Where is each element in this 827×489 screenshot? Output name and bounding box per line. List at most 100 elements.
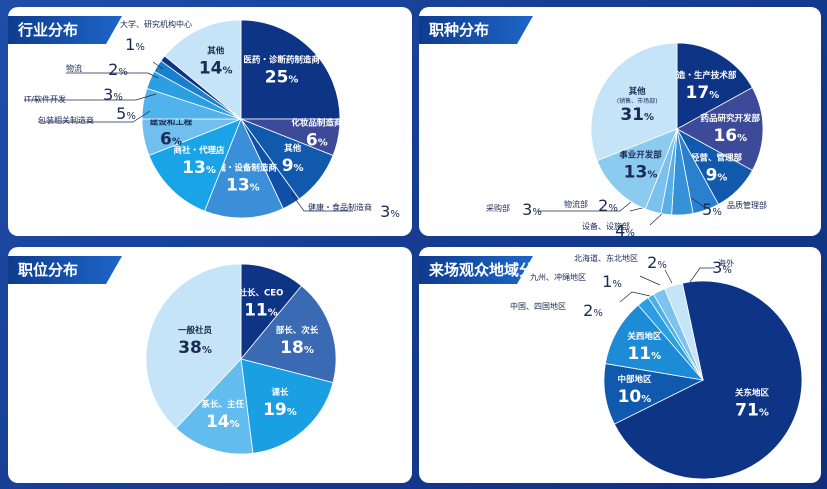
pie-slice [148, 118, 242, 212]
region-tab: 来场观众地域分布 [419, 256, 533, 284]
slice-name: 健康・食品制造商 [308, 202, 372, 212]
slice-label: 其他 14% [199, 45, 233, 78]
slice-label: 关西地区 11% [627, 331, 662, 364]
slice-name: 关东地区 [735, 388, 770, 399]
pie-slice [240, 263, 303, 361]
slice-value: 1% [602, 272, 622, 291]
slice-value: 16% [713, 126, 747, 146]
occupation-panel: 职种分布 制造・生产技术部 17% 药品研究开发部 16% 经营、管理部 9% 5% 品质管理… [419, 7, 821, 236]
slice-label: 关东地区 71% [735, 388, 770, 421]
slice-name: 物流部 [564, 199, 588, 209]
slice-value: 19% [263, 400, 297, 420]
occupation-tab: 职种分布 [419, 16, 533, 44]
slice-value: 3% [380, 202, 400, 221]
leader-line [689, 196, 705, 208]
position-title: 职位分布 [18, 261, 79, 279]
slice-label: 中部地区 10% [617, 374, 652, 407]
slice-value: 4% [615, 221, 635, 236]
slice-name: 包装相关制造商 [38, 115, 94, 125]
slice-label: 化妆品制造商 6% [291, 117, 343, 150]
leader-line [66, 72, 159, 79]
slice-name: 医药・诊断药制造商 [243, 54, 320, 65]
leader-line [619, 291, 651, 303]
slice-label: 系长、主任 14% [202, 399, 245, 432]
slice-name: 九州、冲绳地区 [530, 272, 586, 282]
leader-line [639, 275, 661, 286]
leader-line [38, 110, 151, 123]
slice-label: 3% 健康・食品制造商 [308, 202, 400, 221]
region-title: 来场观众地域分布 [429, 261, 550, 279]
leader-line [290, 192, 353, 212]
slice-value: 13% [182, 158, 216, 178]
slice-name: 采购部 [486, 203, 510, 213]
pie-slice [613, 280, 803, 480]
slice-name: 物流 [66, 63, 82, 73]
slice-value: 6% [160, 129, 182, 149]
pie-slice [145, 263, 242, 429]
slice-label: 1% 大学、研究机构中心 [120, 19, 192, 54]
pie-slice [240, 19, 341, 120]
pie-slice [240, 358, 334, 454]
slice-label: 5% 包装相关制造商 [38, 104, 136, 125]
occupation-pie-chart: 制造・生产技术部 17% 药品研究开发部 16% 经营、管理部 9% 5% 品质管理部 4%设备… [486, 42, 767, 236]
slice-sublabel: (销售、市场部) [617, 97, 658, 105]
slice-name: 化妆品制造商 [291, 117, 343, 128]
slice-label: 2% 中国、四国地区 [510, 301, 603, 320]
position-tab: 职位分布 [8, 256, 122, 284]
slice-label: 其他 9% [282, 143, 304, 176]
slice-value: 25% [265, 67, 299, 87]
slice-value: 31% [620, 105, 654, 125]
slice-label: 2% 物流 [66, 60, 128, 79]
slice-name: 商社・代理店 [173, 145, 225, 156]
slice-name: 海外 [718, 258, 734, 268]
slice-label: 3% 采购部 [486, 200, 542, 219]
slice-value: 14% [206, 412, 240, 432]
slice-value: 2% [647, 253, 667, 272]
slice-value: 11% [627, 344, 661, 364]
slice-label: 4%设备、设施部 [582, 221, 635, 236]
pie-slice [676, 87, 764, 171]
slice-value: 5% [116, 104, 136, 123]
slice-name: 中国、四国地区 [510, 301, 566, 311]
leader-line [689, 267, 715, 283]
slice-value: 3% [712, 258, 732, 277]
slice-name: 事业开发部 [619, 149, 662, 160]
slice-value: 9% [282, 156, 304, 176]
occupation-title: 职种分布 [429, 21, 490, 39]
slice-label: 商社・代理店 13% [173, 145, 225, 178]
slice-value: 2% [583, 301, 603, 320]
position-pie-chart: 社长、CEO 11% 部长、次长 18% 课长 19% 系长、主任 14% 一般社员 38% [145, 263, 337, 455]
pie-slice [664, 282, 704, 381]
slice-name: 机械・设备制造商 [209, 162, 278, 173]
slice-name: 制造・生产技术部 [668, 70, 737, 81]
slice-label: 事业开发部 13% [619, 149, 662, 182]
slice-name: 设备、设施部 [582, 221, 630, 231]
slice-label: 经营、管理部 9% [691, 153, 743, 186]
slice-name: 部长、次长 [276, 325, 319, 336]
pie-slice [204, 117, 284, 219]
slice-label: 课长 19% [263, 387, 297, 420]
pie-slice [590, 42, 678, 162]
slice-name: 其他 [207, 45, 225, 56]
slice-label: 2% 物流部 [564, 196, 618, 215]
slice-name: 大学、研究机构中心 [120, 19, 192, 29]
slice-label: 药品研究开发部 16% [701, 113, 761, 146]
leader-line [24, 93, 157, 101]
region-panel: 来场观众地域分布 关东地区 71% 中部地区 10% 关西地区 11% 2% 中国、四国地区 1… [419, 247, 821, 483]
slice-value: 14% [199, 58, 233, 78]
slice-name: 课长 [271, 387, 289, 398]
slice-value: 9% [706, 166, 728, 186]
pie-slice [175, 358, 254, 455]
leader-line [649, 211, 665, 226]
slice-value: 6% [306, 130, 328, 150]
industry-tab: 行业分布 [8, 16, 122, 44]
slice-value: 11% [244, 301, 278, 321]
industry-title: 行业分布 [18, 21, 79, 39]
industry-panel: 行业分布 医药・诊断药制造商 25% 化妆品制造商 6% 其他 9% 3% 健康・食品制造商 机… [8, 7, 412, 236]
slice-label: 医药・诊断药制造商 25% [243, 54, 320, 87]
slice-label: 制造・生产技术部 17% [668, 70, 737, 103]
slice-label: 3% IT/软件开发 [24, 85, 123, 104]
slice-value: 1% [125, 35, 145, 54]
slice-label: 部长、次长 18% [276, 325, 319, 358]
slice-value: 18% [280, 338, 314, 358]
